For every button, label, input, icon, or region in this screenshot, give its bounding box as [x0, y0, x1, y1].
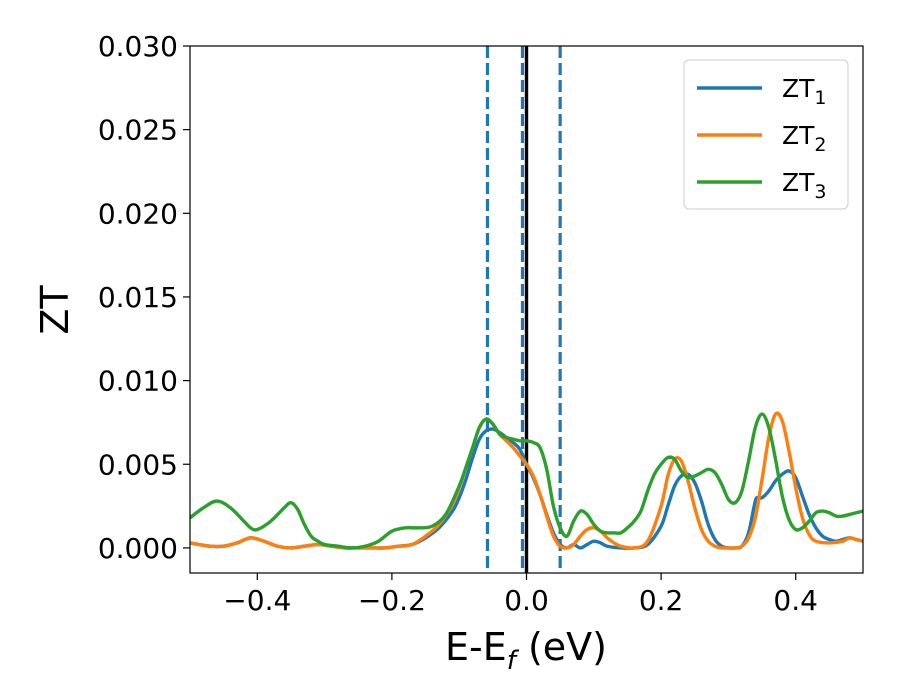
legend-entry-zt2: ZT2	[697, 121, 827, 156]
x-tick-label: 0.2	[639, 584, 684, 617]
x-axis-ticks: −0.4 −0.2 0.0 0.2 0.4	[223, 573, 818, 617]
legend-label-main: ZT	[782, 74, 815, 103]
legend-label: ZT2	[782, 121, 827, 156]
series-lines	[190, 411, 863, 550]
series-line-zt3	[190, 412, 863, 550]
legend-entry-zt1: ZT1	[697, 74, 827, 109]
legend-label-subscript: 1	[814, 87, 826, 109]
y-tick-label: 0.005	[98, 448, 178, 481]
legend-entry-zt3: ZT3	[697, 168, 827, 203]
x-tick-label: −0.2	[358, 584, 426, 617]
y-tick-label: 0.025	[98, 114, 178, 147]
x-tick-label: 0.4	[773, 584, 818, 617]
legend-label: ZT1	[782, 74, 827, 109]
x-axis-title-main: E-E	[445, 625, 507, 669]
x-axis-title: E-Ef (eV)	[445, 625, 607, 676]
legend-label-main: ZT	[782, 121, 815, 150]
y-tick-label: 0.015	[98, 281, 178, 314]
legend-frame	[683, 59, 849, 210]
y-axis-title: ZT	[33, 285, 77, 335]
legend-label: ZT3	[782, 168, 827, 203]
y-tick-label: 0.030	[98, 30, 178, 63]
y-tick-label: 0.010	[98, 365, 178, 398]
legend-label-subscript: 3	[814, 181, 826, 203]
y-axis-ticks: 0.000 0.005 0.010 0.015 0.020 0.025 0.030	[98, 30, 190, 565]
x-tick-label: 0.0	[504, 584, 549, 617]
y-tick-label: 0.000	[98, 532, 178, 565]
reference-lines	[485, 46, 562, 573]
x-tick-label: −0.4	[223, 584, 291, 617]
legend-label-main: ZT	[782, 168, 815, 197]
x-axis-title-unit: (eV)	[516, 625, 607, 669]
legend-label-subscript: 2	[814, 134, 826, 156]
y-tick-label: 0.020	[98, 197, 178, 230]
